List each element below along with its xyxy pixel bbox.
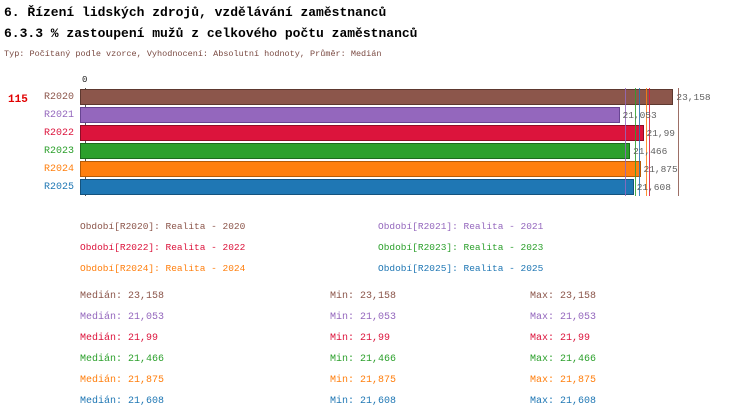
stat-min: Min: 21,466 [330,354,397,365]
category-label: R2022 [43,127,74,139]
legend-item: Období[R2020]: Realita - 2020 [80,221,246,232]
stats-row: Medián: 21,99 Min: 21,99 Max: 21,99 [80,328,596,349]
value-bar [80,107,620,123]
chart-row: R2020 23,158 [0,88,750,106]
legend-item: Období[R2025]: Realita - 2025 [378,263,544,274]
bar-track: 21,466 [80,143,740,159]
indicator-number: 115 [8,94,28,106]
value-bar [80,89,674,105]
category-label: R2023 [43,145,74,157]
category-label: R2020 [43,91,74,103]
stat-max: Max: 21,608 [530,396,597,407]
bar-track: 23,158 [80,89,740,105]
stat-min: Min: 23,158 [330,291,397,302]
stat-max: Max: 21,466 [530,354,597,365]
legend-item: Období[R2023]: Realita - 2023 [378,242,544,253]
chart-row: R2023 21,466 [0,142,750,160]
chart-legend: Období[R2020]: Realita - 2020 Období[R202… [80,216,543,279]
bar-track: 21,99 [80,125,740,141]
horizontal-bar-chart: 115 0 R2020 23,158 R2021 21,053 R2022 21,99 R2… [0,74,750,208]
chart-row: R2022 21,99 [0,124,750,142]
stats-row: Medián: 21,608 Min: 21,608 Max: 21,608 [80,391,596,412]
indicator-title: 6.3.3 % zastoupení mužů z celkového počt… [4,26,418,41]
x-axis-zero-label: 0 [82,75,88,85]
stat-max: Max: 23,158 [530,291,597,302]
stat-min: Min: 21,99 [330,333,391,344]
category-label: R2025 [43,181,74,193]
bar-value-label: 21,053 [622,109,657,121]
chart-rows: R2020 23,158 R2021 21,053 R2022 21,99 R2023 21,… [0,88,750,196]
stat-median: Medián: 23,158 [80,291,165,302]
value-bar [80,143,631,159]
stat-min: Min: 21,608 [330,396,397,407]
y-axis-line [85,88,86,196]
stats-row: Medián: 21,466 Min: 21,466 Max: 21,466 [80,349,596,370]
stat-median: Medián: 21,466 [80,354,165,365]
category-label: R2024 [43,163,74,175]
legend-item: Období[R2024]: Realita - 2024 [80,263,246,274]
stat-max: Max: 21,99 [530,333,591,344]
bar-track: 21,608 [80,179,740,195]
bar-track: 21,053 [80,107,740,123]
value-bar [80,179,634,195]
stat-median: Medián: 21,053 [80,312,165,323]
stats-row: Medián: 21,875 Min: 21,875 Max: 21,875 [80,370,596,391]
bar-value-label: 21,608 [636,181,671,193]
legend-item: Období[R2022]: Realita - 2022 [80,242,246,253]
chart-meta-subtitle: Typ: Počítaný podle vzorce, Vyhodnocení:… [4,49,382,59]
bar-track: 21,875 [80,161,740,177]
chart-row: R2024 21,875 [0,160,750,178]
stats-table: Medián: 23,158 Min: 23,158 Max: 23,158 Medi… [80,286,596,412]
chart-row: R2021 21,053 [0,106,750,124]
stat-max: Max: 21,875 [530,375,597,386]
bar-value-label: 21,466 [633,145,668,157]
category-label: R2021 [43,109,74,121]
stat-median: Medián: 21,99 [80,333,159,344]
stats-row: Medián: 23,158 Min: 23,158 Max: 23,158 [80,286,596,307]
stat-max: Max: 21,053 [530,312,597,323]
bar-value-label: 23,158 [676,91,711,103]
legend-item: Období[R2021]: Realita - 2021 [378,221,544,232]
bar-value-label: 21,99 [646,127,676,139]
report-section-title: 6. Řízení lidských zdrojů, vzdělávání za… [4,5,387,20]
bar-value-label: 21,875 [643,163,678,175]
chart-row: R2025 21,608 [0,178,750,196]
value-bar [80,125,644,141]
stats-row: Medián: 21,053 Min: 21,053 Max: 21,053 [80,307,596,328]
stat-min: Min: 21,053 [330,312,397,323]
stat-min: Min: 21,875 [330,375,397,386]
value-bar [80,161,641,177]
stat-median: Medián: 21,608 [80,396,165,407]
stat-median: Medián: 21,875 [80,375,165,386]
